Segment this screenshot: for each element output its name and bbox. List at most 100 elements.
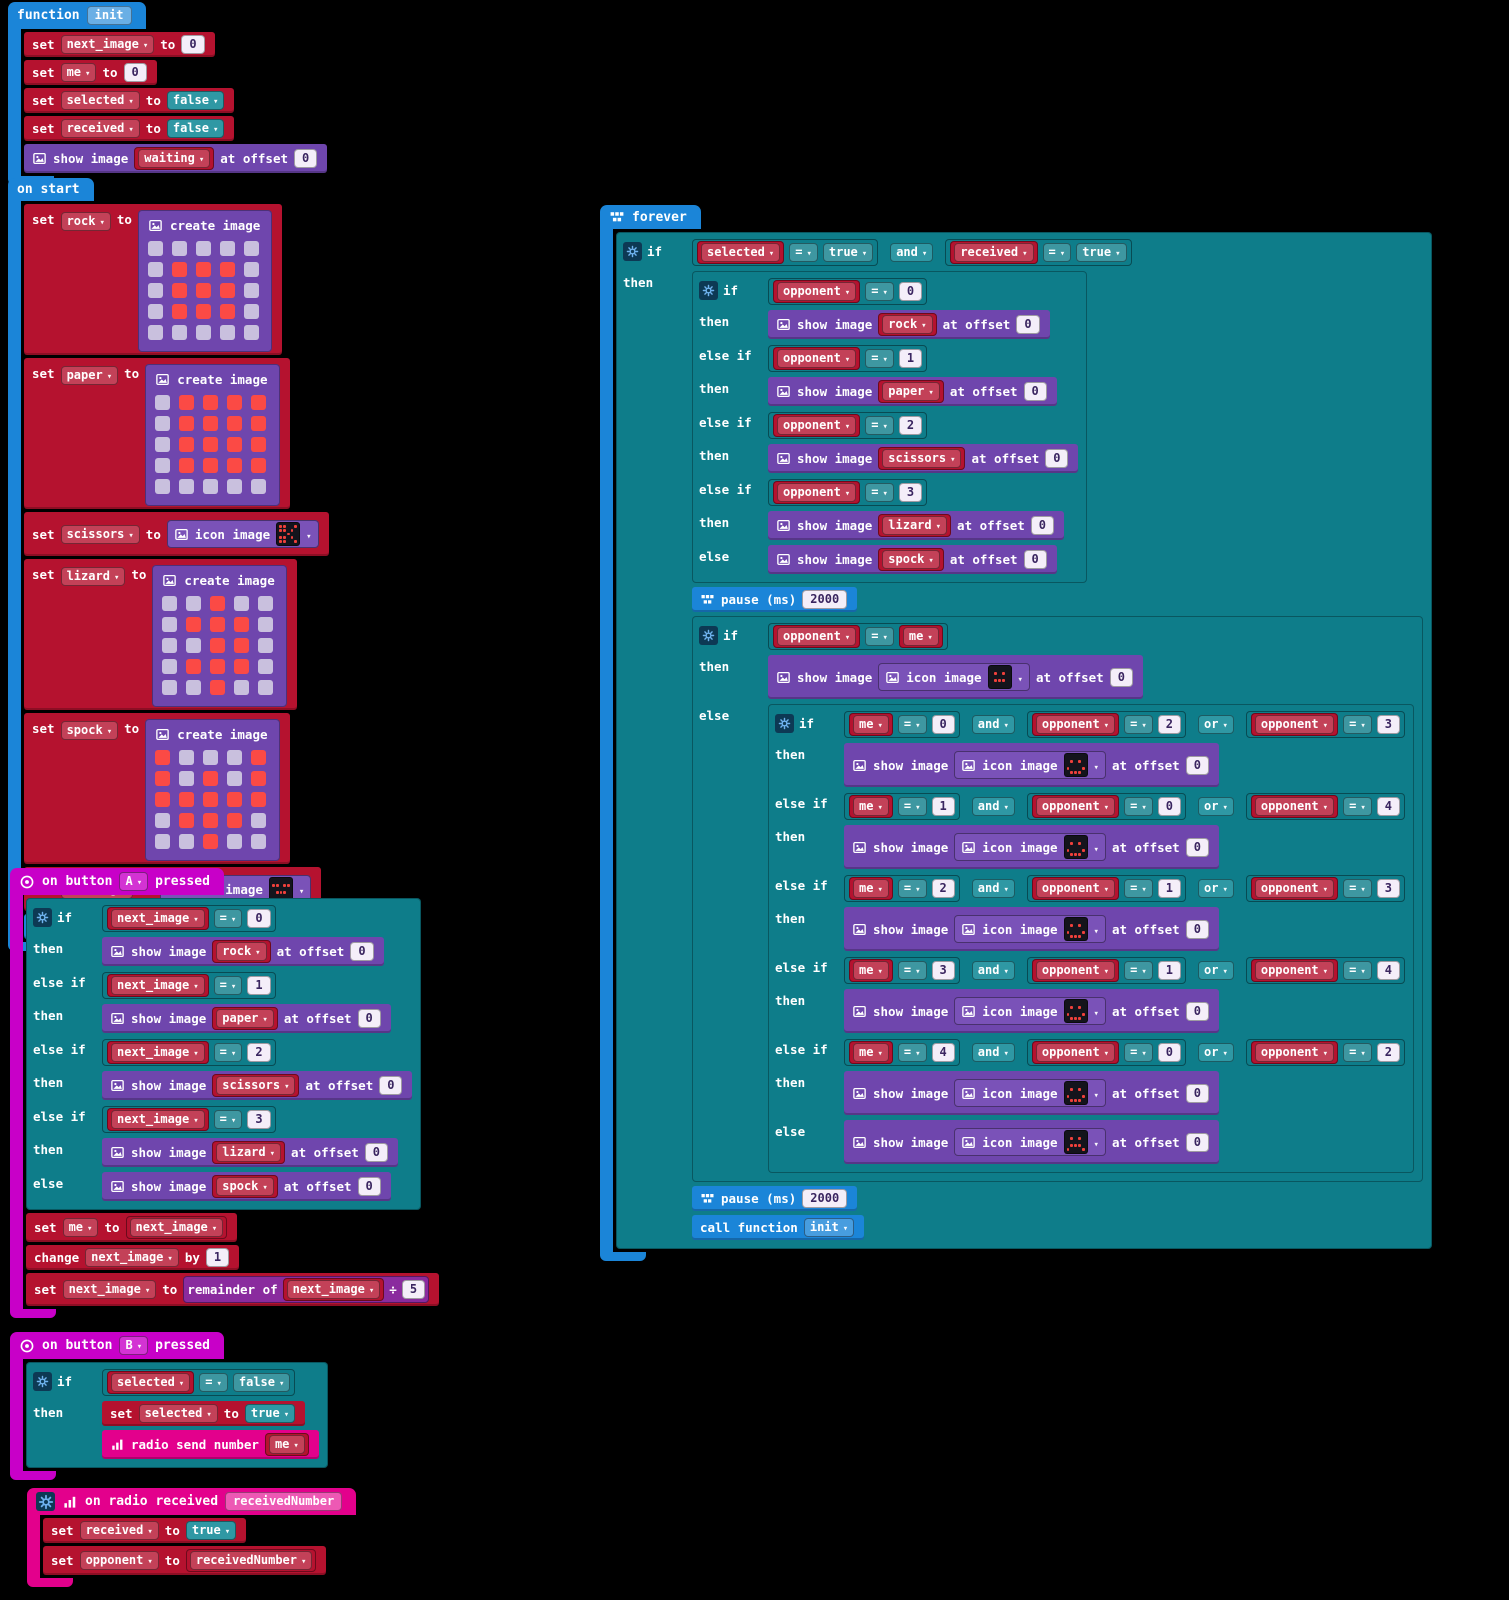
dropdown[interactable]: opponent	[79, 1551, 159, 1570]
if-block[interactable]: if me = 0 and opponent = 2 or opponent = 3 then show …	[768, 704, 1414, 1173]
led-on[interactable]	[179, 458, 195, 473]
led-on[interactable]	[171, 304, 187, 319]
dropdown[interactable]: me	[60, 63, 97, 82]
on-radio-received[interactable]: on radio received receivedNumber set receiv…	[27, 1488, 357, 1587]
number-input[interactable]: 0	[357, 1009, 381, 1028]
comparison-block[interactable]: next_image = 0	[102, 905, 276, 932]
dropdown[interactable]: opponent	[1254, 1043, 1335, 1062]
dropdown[interactable]: opponent	[1035, 715, 1116, 734]
number-input[interactable]: 2	[1157, 715, 1181, 734]
dropdown[interactable]: scissors	[60, 524, 140, 544]
gear-icon[interactable]	[699, 626, 718, 645]
boolean-dropdown[interactable]: false	[166, 119, 225, 138]
show-image-block[interactable]: show image icon image at offset 0	[844, 1071, 1219, 1115]
led-off[interactable]	[186, 596, 202, 611]
led-on[interactable]	[179, 813, 195, 828]
led-off[interactable]	[155, 437, 171, 452]
led-off[interactable]	[227, 834, 243, 849]
led-on[interactable]	[210, 659, 226, 674]
set-variable-block[interactable]: set next_image to remainder of next_image ÷ 5	[26, 1273, 440, 1306]
variable-block[interactable]: next_image	[107, 1108, 209, 1131]
number-input[interactable]: 1	[205, 1248, 230, 1267]
variable-block[interactable]: opponent	[773, 625, 861, 648]
dropdown[interactable]: scissors	[882, 449, 962, 468]
variable-block[interactable]: me	[849, 713, 893, 736]
variable-block[interactable]: opponent	[1250, 959, 1339, 982]
variable-block[interactable]: opponent	[1250, 795, 1339, 818]
led-on[interactable]	[251, 437, 267, 452]
dropdown[interactable]: =	[1343, 1043, 1372, 1062]
set-variable-block[interactable]: set next_image to 0	[24, 32, 215, 57]
led-on[interactable]	[179, 395, 195, 410]
number-input[interactable]: 0	[1185, 1001, 1209, 1021]
number-input[interactable]: 0	[1023, 550, 1047, 569]
dropdown[interactable]: next_image	[111, 976, 205, 995]
dropdown[interactable]: scissors	[216, 1076, 296, 1095]
comparison-block[interactable]: received = true	[945, 239, 1132, 266]
icon-image-block[interactable]: icon image	[954, 751, 1106, 779]
variable-block[interactable]: spock	[212, 1175, 278, 1198]
number-input[interactable]: 3	[931, 961, 955, 980]
dropdown[interactable]: selected	[701, 243, 781, 262]
icon-image-thumbnail[interactable]	[276, 522, 301, 546]
number-input[interactable]: 0	[364, 1143, 389, 1162]
led-off[interactable]	[179, 771, 195, 786]
dropdown[interactable]: opponent	[777, 416, 857, 435]
dropdown[interactable]: received	[60, 119, 140, 138]
led-off[interactable]	[162, 596, 178, 611]
dropdown[interactable]: init	[803, 1218, 855, 1237]
dropdown[interactable]: next_image	[129, 1218, 224, 1237]
forever[interactable]: forever if selected = true and received = true th…	[600, 205, 1432, 1261]
comparison-block[interactable]: opponent = 1	[1026, 875, 1186, 902]
dropdown[interactable]: opponent	[1254, 961, 1335, 980]
icon-image-thumbnail[interactable]	[1063, 753, 1088, 777]
number-input[interactable]: 0	[1109, 667, 1133, 687]
icon-image-thumbnail[interactable]	[1063, 917, 1088, 941]
variable-block[interactable]: next_image	[107, 974, 209, 997]
comparison-block[interactable]: me = 0	[844, 711, 960, 738]
number-input[interactable]: 0	[1030, 516, 1055, 535]
dropdown[interactable]: next_image	[286, 1280, 381, 1299]
variable-block[interactable]: opponent	[773, 347, 861, 370]
dropdown[interactable]: false	[232, 1373, 291, 1392]
dropdown[interactable]: opponent	[1254, 797, 1335, 816]
function-init-header[interactable]: function init	[8, 2, 146, 29]
variable-block[interactable]: opponent	[1250, 713, 1339, 736]
comparison-block[interactable]: opponent = 0	[1026, 793, 1186, 820]
number-input[interactable]: 3	[1376, 715, 1400, 734]
dropdown[interactable]: opponent	[1035, 961, 1116, 980]
if-block[interactable]: if opponent = 0 then show image rock at offset 0…	[692, 271, 1088, 583]
logic-operator-dropdown[interactable]: and	[971, 797, 1015, 816]
dropdown[interactable]: opponent	[1035, 797, 1116, 816]
icon-image-thumbnail[interactable]	[1063, 835, 1088, 859]
set-variable-block[interactable]: set spock to create image	[24, 713, 290, 864]
variable-block[interactable]: me	[849, 877, 893, 900]
led-on[interactable]	[227, 792, 243, 807]
dropdown[interactable]: selected	[138, 1404, 218, 1423]
icon-image-block[interactable]: icon image	[954, 915, 1106, 943]
number-input[interactable]: 1	[1157, 879, 1181, 898]
led-off[interactable]	[227, 771, 243, 786]
led-on[interactable]	[251, 750, 267, 765]
led-off[interactable]	[243, 325, 259, 340]
dropdown[interactable]: =	[213, 976, 243, 995]
number-input[interactable]: 0	[1023, 382, 1047, 401]
on-button-b-pressed-header[interactable]: on button Bpressed	[10, 1332, 224, 1359]
led-on[interactable]	[227, 395, 243, 410]
icon-image-block[interactable]: icon image	[954, 833, 1106, 861]
led-on[interactable]	[210, 638, 226, 653]
dropdown[interactable]: A	[119, 872, 149, 891]
dropdown[interactable]: opponent	[777, 349, 857, 368]
led-off[interactable]	[227, 479, 243, 494]
number-input[interactable]: 2	[898, 416, 923, 435]
on-button-a-pressed[interactable]: on button Apressed if next_image = 0 then show …	[10, 868, 440, 1318]
show-image-block[interactable]: show image lizard at offset 0	[102, 1138, 399, 1167]
show-image-block[interactable]: show image spock at offset 0	[102, 1172, 391, 1201]
led-on[interactable]	[195, 283, 211, 298]
led-off[interactable]	[195, 241, 211, 256]
gear-icon[interactable]	[33, 1372, 52, 1391]
variable-block[interactable]: scissors	[878, 447, 966, 470]
dropdown[interactable]: =	[1343, 961, 1372, 980]
dropdown[interactable]: =	[1124, 797, 1153, 816]
